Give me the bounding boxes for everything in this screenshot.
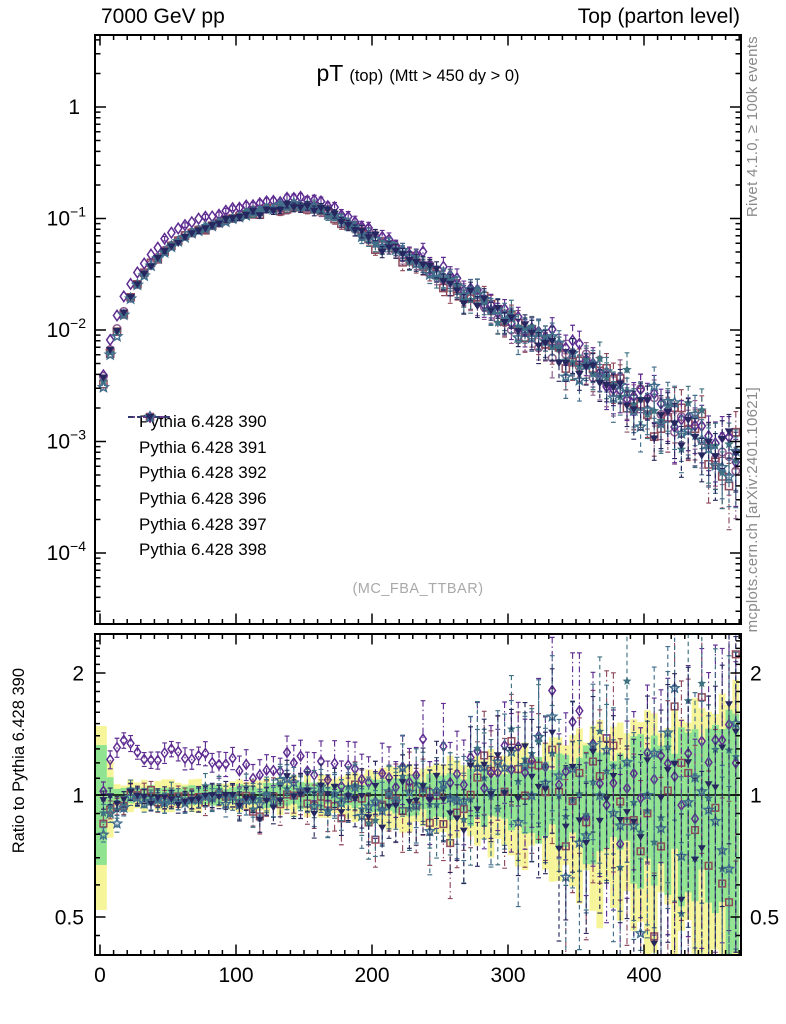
x-tick-label: 200 [354, 964, 389, 987]
ratio-panel-frame [94, 633, 742, 956]
ratio-y-tick-label-left: 0.5 [55, 907, 84, 930]
plot-title: pT (top) (Mtt > 450 dy > 0) [95, 60, 741, 87]
ratio-y-tick-label-right: 2 [750, 662, 762, 685]
beam-label: 7000 GeV pp [101, 5, 225, 28]
legend-label: Pythia 6.428 392 [139, 463, 267, 483]
main-panel-frame [94, 34, 742, 625]
main-y-tick-label: 1 [68, 96, 80, 119]
legend-item: Pythia 6.428 396 [127, 412, 267, 512]
legend-label: Pythia 6.428 398 [139, 540, 267, 560]
legend-item: Pythia 6.428 398 [127, 414, 267, 563]
legend-item: Pythia 6.428 391 [127, 412, 267, 461]
ratio-y-tick-label-left: 1 [72, 785, 84, 808]
main-y-tick-label: 10−2 [47, 315, 87, 342]
legend-item: Pythia 6.428 397 [127, 410, 267, 538]
x-tick-label: 0 [94, 964, 106, 987]
star-filled-markers [99, 676, 741, 918]
x-tick-label: 400 [626, 964, 661, 987]
legend-item: Pythia 6.428 392 [127, 410, 267, 486]
main-series-pythia-6-428-398 [99, 200, 741, 501]
x-tick-label: 100 [218, 964, 253, 987]
axis-ticks [95, 35, 741, 955]
plot-title-sub2: (Mtt > 450 dy > 0) [389, 67, 520, 85]
plot-title-sub1: (top) [349, 67, 384, 85]
main-y-tick-label: 10−3 [47, 427, 87, 454]
mcplots-arxiv-note: mcplots.cern.ch [arXiv:2401.10621] [744, 386, 761, 632]
legend-label: Pythia 6.428 391 [139, 437, 267, 457]
legend-label: Pythia 6.428 397 [139, 514, 267, 534]
ratio-axis-title: Ratio to Pythia 6.428 390 [10, 668, 28, 854]
legend-label: Pythia 6.428 396 [139, 488, 267, 508]
ratio-y-tick-label-right: 0.5 [750, 907, 779, 930]
error-caps [101, 636, 739, 953]
x-tick-label: 300 [490, 964, 525, 987]
main-y-tick-label: 10−4 [47, 538, 87, 565]
triangle-down-filled-icon [128, 414, 172, 421]
analysis-watermark: (MC_FBA_TTBAR) [352, 581, 484, 597]
ratio-y-tick-label-left: 2 [72, 662, 84, 685]
main-y-tick-label: 10−1 [47, 204, 87, 231]
process-label: Top (parton level) [577, 5, 740, 28]
legend: Pythia 6.428 390 Pythia 6.428 391 Pythia… [127, 409, 267, 563]
rivet-version-note: Rivet 4.1.0, ≥ 100k events [744, 36, 761, 218]
legend-label: Pythia 6.428 390 [139, 411, 267, 431]
ratio-series-pythia-6-428-398 [99, 634, 740, 955]
plot-title-main: pT [316, 60, 344, 86]
ratio-y-tick-label-right: 1 [750, 785, 762, 808]
